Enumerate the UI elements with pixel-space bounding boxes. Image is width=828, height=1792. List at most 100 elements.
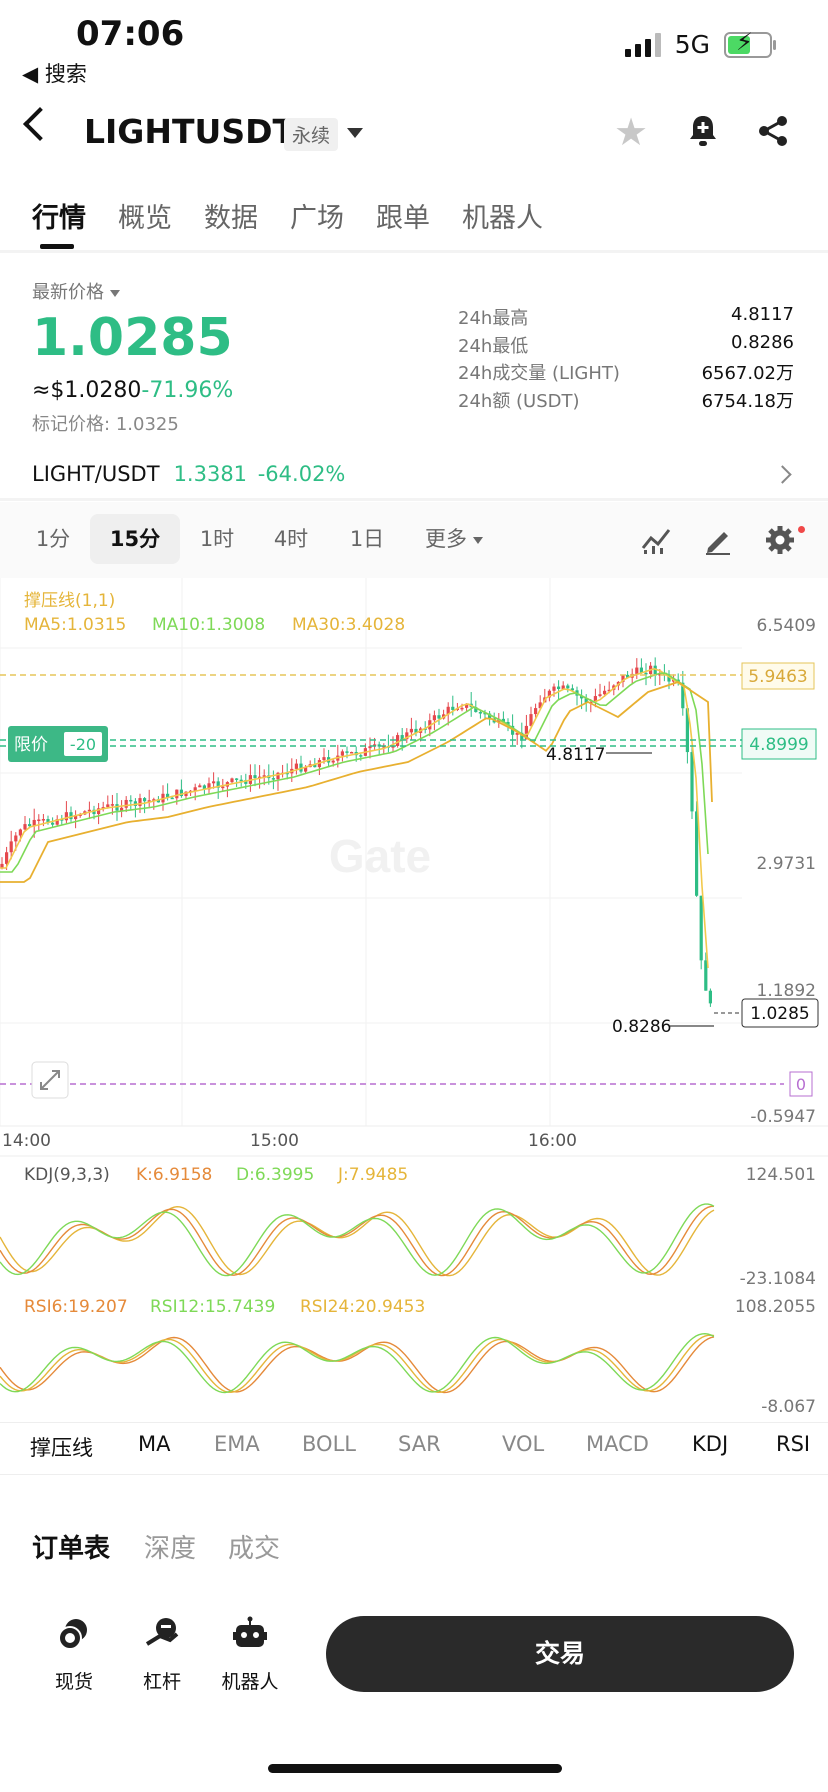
indicator-tab-ema[interactable]: EMA [214,1432,260,1456]
candle-body [653,665,657,676]
tab-bots[interactable]: 机器人 [462,203,543,234]
candle-body [239,779,243,782]
candle-body [699,895,703,961]
candle-body [285,772,289,775]
axis-label-mid: 2.9731 [757,854,816,874]
timeframe-4h[interactable]: 4时 [273,527,309,551]
candle-body [14,835,18,842]
last-price: 1.0285 [32,308,233,368]
candle-body [460,707,464,710]
candle-body [704,960,708,991]
stat-value: 4.8117 [731,304,794,325]
candle-body [626,674,630,678]
candle-body [129,799,133,802]
drawing-pen-icon[interactable] [702,524,734,556]
bot-button[interactable]: 机器人 [210,1616,290,1694]
candle-body [9,841,13,853]
tab-orderbook[interactable]: 订单表 [32,1534,111,1564]
candle-body [593,696,597,702]
candle-body [202,785,206,790]
candle-body [681,682,685,709]
kdj-d: D:6.3995 [236,1165,314,1185]
timeframe-15m[interactable]: 15分 [90,514,180,564]
candle-body [345,751,349,753]
timeframe-1h[interactable]: 1时 [199,527,235,551]
indicator-tab-sr[interactable]: 撑压线 [30,1436,93,1460]
rsi-axis-top: 108.2055 [735,1297,816,1317]
candle-body [216,781,220,788]
candle-body [299,763,303,772]
candle-body [92,809,96,815]
moving-average-line [0,667,709,969]
candlestick-chart[interactable]: Gate 撑压线(1,1) MA5:1.0315 MA10:1.3008 MA3… [0,578,828,1428]
back-arrow-icon[interactable] [23,107,57,141]
candle-body [511,725,515,735]
spot-price: 1.3381 [173,462,248,486]
margin-leverage-icon [145,1618,179,1646]
candle-body [474,707,478,713]
timeframe-1d[interactable]: 1日 [349,527,385,551]
candle-body [644,672,648,675]
candle-body [69,812,73,820]
candle-body [110,804,114,806]
rsi-axis-bottom: -8.067 [761,1397,816,1417]
trade-button[interactable]: 交易 [326,1616,794,1692]
pair-title[interactable]: LIGHTUSDT [84,112,295,151]
spot-pair-row[interactable]: LIGHT/USDT 1.3381 -64.02% [32,462,345,486]
candle-body [106,804,110,808]
chevron-right-icon[interactable] [773,465,792,484]
candle-body [350,751,354,754]
favorite-star-icon[interactable]: ★ [614,110,649,154]
time-label-1: 14:00 [2,1131,51,1151]
indicator-tab-sar[interactable]: SAR [398,1432,441,1456]
candle-body [690,752,694,812]
candle-body [64,812,68,821]
candle-body [221,786,225,789]
network-label: 5G [674,30,710,59]
tab-data[interactable]: 数据 [204,203,258,234]
indicator-tab-rsi[interactable]: RSI [776,1432,811,1456]
indicator-tab-ma[interactable]: MA [138,1432,171,1456]
share-icon[interactable] [756,114,790,148]
candle-body [156,799,160,803]
margin-button[interactable]: 杠杆 [122,1616,202,1694]
tab-trades[interactable]: 成交 [228,1534,281,1564]
mark-price: 标记价格: 1.0325 [32,410,179,436]
candle-body [179,789,183,797]
indicator-tab-kdj[interactable]: KDJ [692,1432,729,1456]
ma10-label: MA10:1.3008 [152,615,265,635]
price-change: -71.96% [141,378,234,403]
stat-value: 6567.02万 [701,363,794,384]
indicator-tab-boll[interactable]: BOLL [302,1432,356,1456]
tab-copy-trade[interactable]: 跟单 [376,203,430,234]
price-type-selector[interactable]: 最新价格 [32,278,120,304]
oscillator-line [0,1205,715,1277]
candle-body [166,793,170,798]
back-to-search-link[interactable]: ◀ 搜索 [22,62,87,86]
tab-depth[interactable]: 深度 [144,1534,197,1564]
candle-body [37,819,41,822]
kdj-j: J:7.9485 [337,1165,408,1185]
kdj-axis-top: 124.501 [746,1165,816,1185]
tab-overview[interactable]: 概览 [118,203,172,234]
candle-body [244,780,248,784]
bot-label: 机器人 [221,1671,279,1693]
spot-label: 现货 [54,1671,93,1693]
spot-button[interactable]: 现货 [34,1616,114,1694]
candle-body [515,732,519,735]
price-alert-bell-icon[interactable] [688,114,718,148]
chart-settings-gear-icon[interactable] [764,524,796,556]
margin-label: 杠杆 [142,1671,181,1693]
tab-market[interactable]: 行情 [32,203,86,234]
spot-change: -64.02% [257,462,346,486]
timeframe-more[interactable]: 更多 [414,514,494,564]
tab-square[interactable]: 广场 [290,203,344,234]
candle-body [32,819,36,827]
candle-body [635,667,639,674]
indicator-tab-macd[interactable]: MACD [586,1432,649,1456]
indicator-tab-vol[interactable]: VOL [502,1432,545,1456]
indicator-icon[interactable] [640,524,672,556]
pair-dropdown-icon[interactable] [347,128,363,138]
candle-body [193,787,197,791]
timeframe-1m[interactable]: 1分 [35,527,71,551]
